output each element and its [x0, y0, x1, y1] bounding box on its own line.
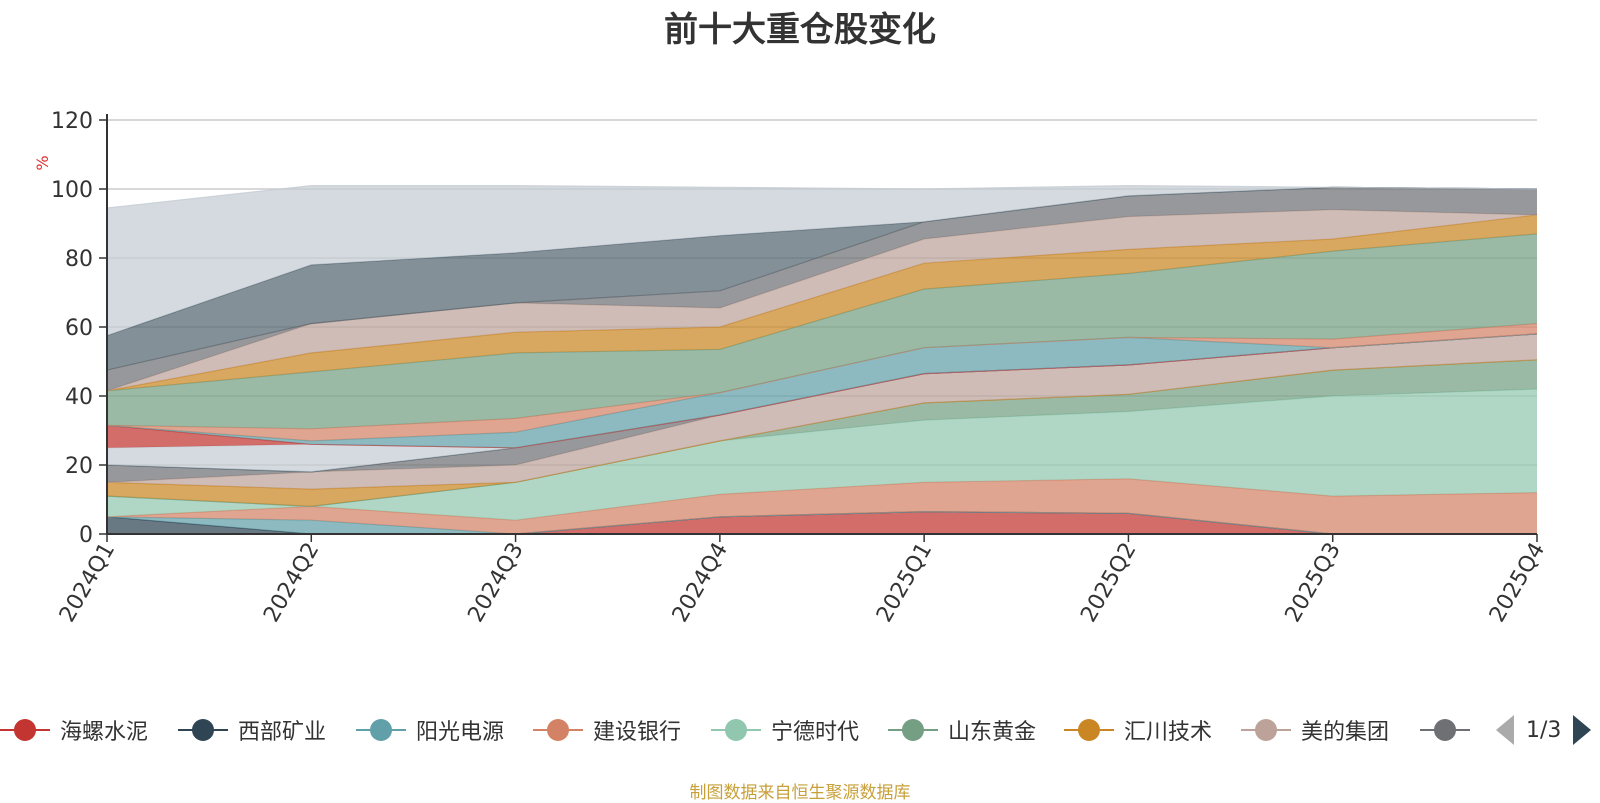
legend-item[interactable]: 阳光电源 — [356, 712, 504, 748]
x-tick-label: 2025Q2 — [1076, 539, 1141, 627]
area-series-15 — [107, 214, 1537, 391]
legend: 海螺水泥 西部矿业 阳光电源 建设银行 宁德时代 山东黄金 汇川技术 美的集团 1/3 — [0, 712, 1600, 756]
legend-item[interactable]: 宁德时代 — [711, 712, 859, 748]
y-tick-label: 40 — [65, 385, 93, 410]
stacked-areas — [106, 184, 1538, 535]
area-series-0 — [107, 511, 1537, 534]
x-tick-label: 2024Q3 — [463, 539, 528, 627]
legend-item[interactable]: 美的集团 — [1241, 712, 1389, 748]
legend-marker-icon — [356, 712, 406, 748]
area-series-4 — [107, 389, 1537, 521]
x-tick-label: 2024Q2 — [259, 539, 324, 627]
legend-marker-icon — [888, 712, 938, 748]
y-tick-label: 60 — [65, 316, 93, 341]
x-tick-label: 2025Q4 — [1485, 539, 1550, 627]
legend-label: 阳光电源 — [416, 720, 505, 745]
legend-label: 西部矿业 — [238, 720, 327, 745]
area-series-12 — [107, 333, 1537, 448]
legend-label: 海螺水泥 — [60, 720, 149, 745]
area-series-14 — [107, 233, 1537, 429]
x-tick-label: 2024Q4 — [668, 539, 733, 627]
area-series-16 — [107, 209, 1537, 391]
legend-marker-icon — [1420, 712, 1470, 748]
legend-label: 汇川技术 — [1124, 720, 1213, 745]
area-series-17 — [107, 187, 1537, 391]
y-tick-label: 120 — [51, 109, 93, 134]
legend-prev-page-icon[interactable] — [1496, 715, 1514, 745]
legend-label: 美的集团 — [1301, 720, 1390, 745]
legend-page-indicator: 1/3 — [1526, 717, 1562, 743]
area-series-10 — [107, 333, 1537, 472]
area-series-1 — [107, 511, 1537, 534]
legend-items: 海螺水泥 西部矿业 阳光电源 建设银行 宁德时代 山东黄金 汇川技术 美的集团 — [0, 712, 1470, 756]
legend-item[interactable]: 山东黄金 — [888, 712, 1036, 748]
area-series-18 — [107, 187, 1537, 371]
legend-marker-icon — [1241, 712, 1291, 748]
legend-label: 建设银行 — [593, 720, 682, 745]
area-series-19 — [107, 185, 1537, 336]
area-series-3 — [107, 478, 1537, 534]
source-note: 制图数据来自恒生聚源数据库 — [689, 783, 911, 803]
line-series-19 — [106, 184, 1538, 209]
legend-item[interactable]: 海螺水泥 — [0, 712, 148, 748]
legend-label: 山东黄金 — [948, 720, 1037, 745]
legend-item-truncated[interactable] — [1420, 712, 1470, 748]
x-tick-label: 2025Q3 — [1281, 539, 1346, 627]
legend-next-page-icon[interactable] — [1573, 715, 1592, 745]
legend-item[interactable]: 建设银行 — [533, 712, 681, 748]
y-tick-label: 20 — [65, 454, 93, 479]
legend-label: 宁德时代 — [771, 720, 860, 745]
area-series-6 — [107, 359, 1537, 507]
chart-title: 前十大重仓股变化 — [664, 10, 936, 50]
legend-marker-icon — [0, 712, 50, 748]
area-series-7 — [107, 333, 1537, 490]
legend-item[interactable]: 汇川技术 — [1064, 712, 1212, 748]
legend-marker-icon — [533, 712, 583, 748]
x-tick-label: 2025Q1 — [872, 539, 937, 627]
legend-marker-icon — [1064, 712, 1114, 748]
legend-item[interactable]: 西部矿业 — [178, 712, 326, 748]
y-tick-label: 0 — [79, 523, 93, 548]
y-axis-unit-label: % — [33, 155, 52, 170]
area-series-5 — [107, 359, 1537, 507]
legend-marker-icon — [178, 712, 228, 748]
x-tick-label: 2024Q1 — [55, 539, 120, 627]
y-tick-label: 80 — [65, 247, 93, 272]
y-tick-label: 100 — [51, 178, 93, 203]
chart-plot: 0 20 40 60 80 100 120 2024Q1 2024Q2 2024Q3 2024Q4 2… — [33, 109, 1550, 627]
legend-marker-icon — [711, 712, 761, 748]
legend-pager: 1/3 — [1496, 712, 1592, 748]
area-series-13 — [107, 323, 1537, 441]
